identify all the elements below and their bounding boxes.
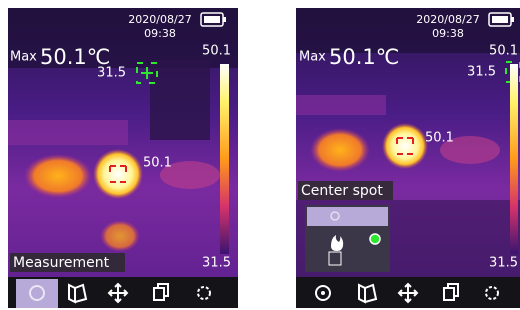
left-screen: 2020/08/27 09:38 Max 50.1℃ 31.5 50.1 50.…: [8, 8, 238, 308]
max-label: Max: [10, 50, 37, 65]
menu-item-off[interactable]: [307, 207, 388, 226]
time: 09:38: [432, 27, 464, 40]
center-value: 31.5: [97, 66, 126, 81]
menu-label: Measurement: [13, 255, 110, 271]
time: 09:38: [144, 27, 176, 40]
max-label: Max: [299, 50, 326, 65]
scale-min: 31.5: [489, 256, 518, 271]
menu-label: Center spot: [301, 183, 383, 199]
scale-max: 50.1: [202, 44, 231, 59]
scale-min: 31.5: [202, 256, 231, 271]
center-value: 31.5: [467, 65, 496, 80]
max-value: 50.1℃: [329, 45, 399, 69]
color-scale: [220, 64, 229, 254]
right-screen: 2020/08/27 09:38 Max 50.1℃ 50.1 31.5 50.…: [296, 8, 520, 308]
date: 2020/08/27: [128, 13, 191, 26]
measure-button[interactable]: [16, 279, 58, 308]
color-scale: [510, 64, 518, 254]
screenshot: 2020/08/27 09:38 Max 50.1℃ 31.5 50.1 50.…: [0, 0, 520, 310]
date: 2020/08/27: [416, 13, 479, 26]
hotspot-value: 50.1: [425, 131, 454, 146]
hotspot-value: 50.1: [143, 156, 172, 171]
scale-max: 50.1: [489, 44, 518, 59]
